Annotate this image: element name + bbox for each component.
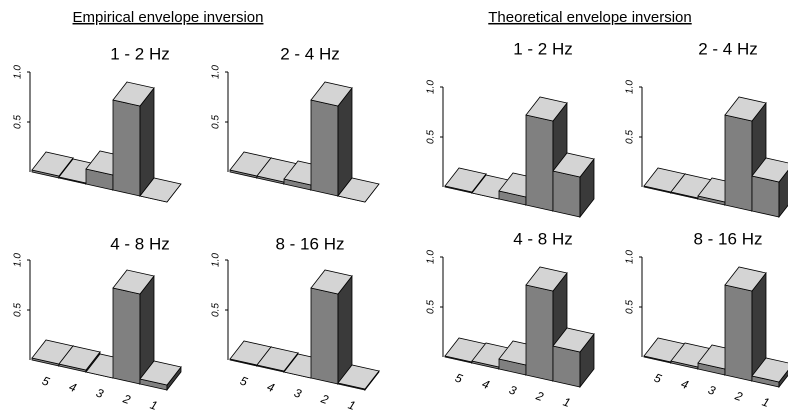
x-tick-label: 4 <box>679 377 690 393</box>
bar-top <box>751 157 788 183</box>
bar-front <box>724 284 753 382</box>
bar-top <box>337 177 380 203</box>
panel-heading: Empirical envelope inversion <box>73 9 264 26</box>
x-tick-label: 4 <box>67 380 78 396</box>
x-tick-label: 5 <box>40 374 51 390</box>
y-tick-label: 1.0 <box>13 65 24 79</box>
bar-top <box>552 327 595 353</box>
y-tick-label: 0.5 <box>426 300 437 314</box>
bar-top <box>724 96 767 122</box>
panel-heading: Theoretical envelope inversion <box>488 9 691 26</box>
bar-side <box>139 86 155 198</box>
bar <box>310 269 353 386</box>
bar-top <box>751 357 788 383</box>
bar-front <box>552 345 581 388</box>
chart-title: 8 - 16 Hz <box>276 234 345 253</box>
bar-side <box>778 169 788 219</box>
bar-top <box>310 81 353 107</box>
x-tick-label: 1 <box>148 398 159 412</box>
bar-front <box>112 99 141 197</box>
x-tick-label: 1 <box>561 395 572 410</box>
bar-front <box>751 175 780 218</box>
bar <box>751 357 788 389</box>
bar <box>751 157 788 219</box>
x-tick-label: 2 <box>732 388 744 404</box>
y-tick-label: 1.0 <box>426 250 437 264</box>
bar-top <box>31 151 74 177</box>
y-tick-label: 1.0 <box>625 250 636 264</box>
bar-front <box>552 170 581 218</box>
x-tick-label: 2 <box>120 391 132 407</box>
bar-front <box>112 287 141 385</box>
bar-top <box>256 346 299 372</box>
chart-title: 4 - 8 Hz <box>110 234 170 253</box>
bar-top <box>310 269 353 295</box>
bar <box>724 266 767 383</box>
x-tick-label: 4 <box>265 380 276 396</box>
bar <box>112 81 155 198</box>
chart-title: 2 - 4 Hz <box>280 44 340 63</box>
bar-top <box>444 167 487 193</box>
y-tick-label: 0.5 <box>625 300 636 314</box>
y-tick-label: 1.0 <box>211 253 222 267</box>
bar-front <box>724 114 753 212</box>
x-tick-label: 3 <box>292 386 303 402</box>
chart-title: 8 - 16 Hz <box>694 229 763 248</box>
bar-top <box>724 266 767 292</box>
y-tick-label: 1.0 <box>426 80 437 94</box>
x-tick-label: 3 <box>94 386 105 402</box>
bar <box>724 96 767 213</box>
bar <box>552 327 595 389</box>
bar-front <box>525 284 554 382</box>
bar <box>112 269 155 386</box>
x-tick-label: 5 <box>453 371 464 387</box>
x-tick-label: 5 <box>652 371 663 387</box>
y-tick-label: 0.5 <box>13 303 24 317</box>
bar-top <box>139 177 182 203</box>
bar-top <box>112 81 155 107</box>
bar <box>310 81 353 198</box>
bar-side <box>778 369 788 389</box>
y-tick-label: 1.0 <box>13 253 24 267</box>
bar-top <box>139 360 182 386</box>
bar-top <box>58 345 101 371</box>
bar <box>139 360 182 392</box>
chart-title: 1 - 2 Hz <box>110 44 170 63</box>
bar-top <box>525 266 568 292</box>
x-tick-label: 3 <box>706 383 717 399</box>
x-tick-label: 1 <box>760 395 771 410</box>
chart-title: 1 - 2 Hz <box>513 39 573 58</box>
y-tick-label: 0.5 <box>211 303 222 317</box>
y-tick-label: 0.5 <box>426 130 437 144</box>
bar-top <box>112 269 155 295</box>
x-tick-label: 5 <box>238 374 249 390</box>
bar-side <box>337 86 353 198</box>
bar-top <box>552 152 595 178</box>
x-tick-label: 2 <box>533 388 545 404</box>
y-tick-label: 1.0 <box>625 80 636 94</box>
bar-front <box>310 287 339 385</box>
bar-front <box>525 114 554 212</box>
bar <box>337 364 380 392</box>
y-tick-label: 0.5 <box>625 130 636 144</box>
x-tick-label: 2 <box>318 391 330 407</box>
y-tick-label: 0.5 <box>13 115 24 129</box>
y-tick-label: 1.0 <box>211 65 222 79</box>
bar-top <box>525 96 568 122</box>
bar <box>139 177 182 203</box>
bar-top <box>337 364 380 390</box>
x-tick-label: 4 <box>480 377 491 393</box>
bar <box>337 177 380 203</box>
chart-title: 2 - 4 Hz <box>698 39 758 58</box>
chart-title: 4 - 8 Hz <box>513 229 573 248</box>
x-tick-label: 3 <box>507 383 518 399</box>
y-tick-label: 0.5 <box>211 115 222 129</box>
x-tick-label: 1 <box>346 398 357 412</box>
bar <box>552 152 595 219</box>
bar-front <box>310 99 339 197</box>
